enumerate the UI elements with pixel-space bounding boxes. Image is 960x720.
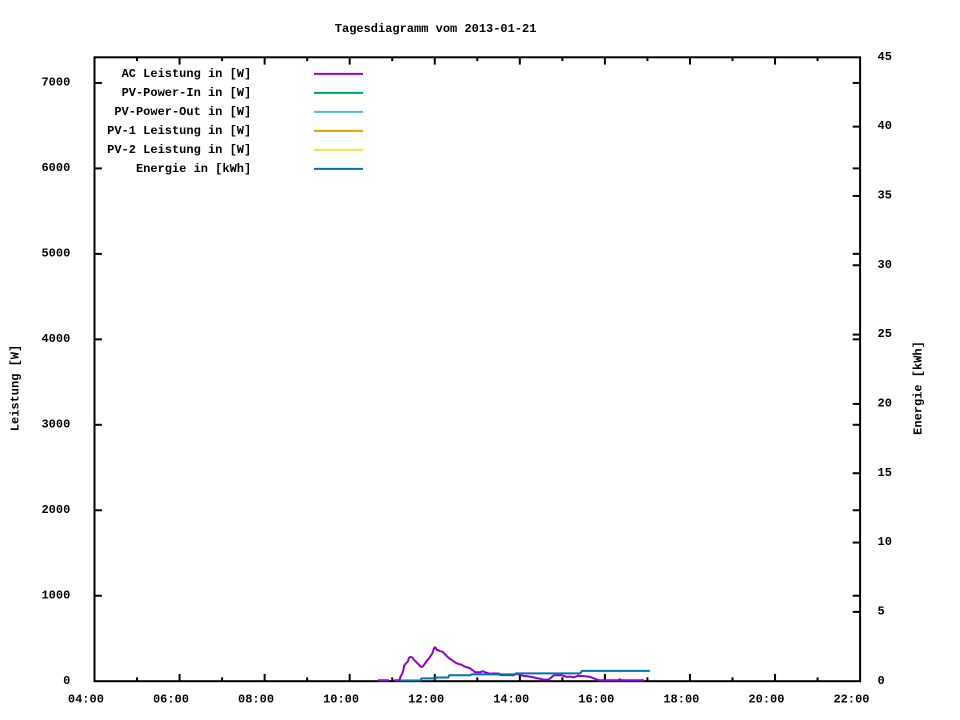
svg-text:7000: 7000 — [41, 76, 70, 90]
svg-text:20:00: 20:00 — [748, 693, 784, 707]
svg-text:25: 25 — [878, 327, 892, 341]
svg-text:PV-1 Leistung in [W]: PV-1 Leistung in [W] — [107, 124, 251, 138]
svg-text:AC Leistung in [W]: AC Leistung in [W] — [122, 67, 252, 81]
svg-text:Energie [kWh]: Energie [kWh] — [912, 341, 926, 435]
svg-text:14:00: 14:00 — [493, 693, 529, 707]
svg-text:Leistung [W]: Leistung [W] — [9, 345, 23, 431]
svg-text:08:00: 08:00 — [238, 693, 274, 707]
svg-text:4000: 4000 — [41, 332, 70, 346]
svg-text:16:00: 16:00 — [578, 693, 614, 707]
svg-text:1000: 1000 — [41, 588, 70, 602]
svg-text:12:00: 12:00 — [408, 693, 444, 707]
svg-text:40: 40 — [878, 119, 892, 133]
svg-text:Tagesdiagramm vom 2013-01-21: Tagesdiagramm vom 2013-01-21 — [335, 22, 537, 36]
svg-text:6000: 6000 — [41, 161, 70, 175]
svg-text:0: 0 — [63, 674, 70, 688]
svg-text:5000: 5000 — [41, 246, 70, 260]
svg-text:PV-Power-Out in [W]: PV-Power-Out in [W] — [114, 105, 251, 119]
svg-text:2000: 2000 — [41, 503, 70, 517]
svg-text:PV-Power-In in [W]: PV-Power-In in [W] — [122, 86, 252, 100]
svg-text:18:00: 18:00 — [663, 693, 699, 707]
svg-text:06:00: 06:00 — [153, 693, 189, 707]
svg-text:10:00: 10:00 — [323, 693, 359, 707]
svg-text:3000: 3000 — [41, 417, 70, 431]
svg-text:04:00: 04:00 — [68, 693, 104, 707]
svg-text:45: 45 — [878, 50, 892, 64]
svg-text:22:00: 22:00 — [833, 693, 869, 707]
svg-text:20: 20 — [878, 397, 892, 411]
svg-text:15: 15 — [878, 466, 892, 480]
svg-text:35: 35 — [878, 189, 892, 203]
svg-text:PV-2 Leistung in [W]: PV-2 Leistung in [W] — [107, 143, 251, 157]
svg-text:0: 0 — [878, 674, 885, 688]
svg-text:5: 5 — [878, 604, 885, 618]
svg-text:10: 10 — [878, 535, 892, 549]
svg-text:30: 30 — [878, 258, 892, 272]
svg-text:Energie in [kWh]: Energie in [kWh] — [136, 162, 251, 176]
